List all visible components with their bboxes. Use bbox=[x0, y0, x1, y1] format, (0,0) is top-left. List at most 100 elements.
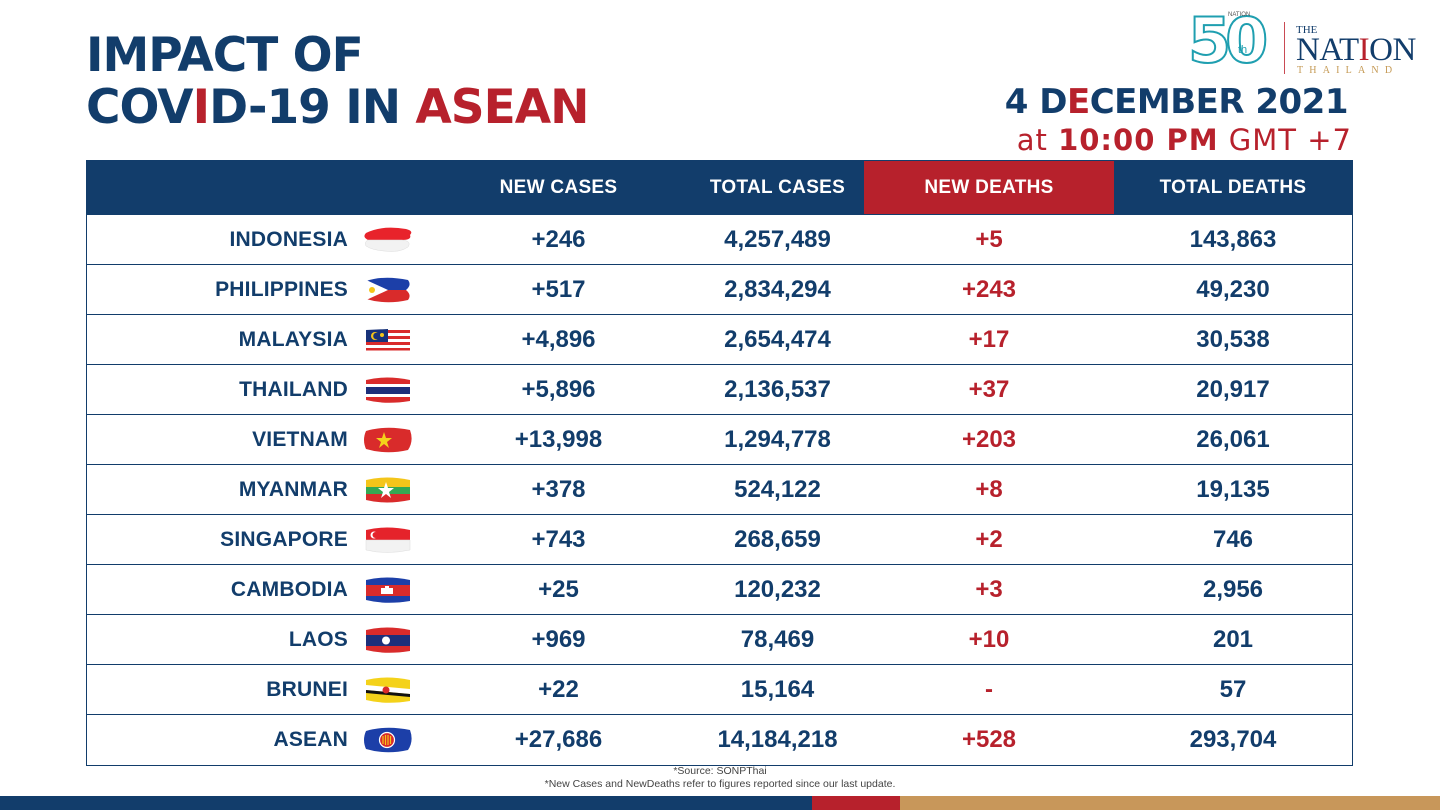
total-deaths-cell: 746 bbox=[1212, 525, 1254, 553]
new-deaths-cell: +528 bbox=[961, 726, 1017, 753]
total-deaths-cell: 19,135 bbox=[1196, 475, 1270, 503]
country-name: ASEAN bbox=[273, 728, 348, 751]
logo-thailand: THAILAND bbox=[1297, 65, 1399, 76]
new-deaths-cell: - bbox=[985, 675, 993, 703]
new-cases-cell: +5,896 bbox=[521, 375, 596, 403]
report-date: 4 DECEMBER 2021 bbox=[1004, 82, 1349, 122]
new-deaths-cell: +17 bbox=[968, 325, 1010, 353]
brunei-flag bbox=[366, 677, 410, 703]
total-deaths-cell: 20,917 bbox=[1196, 375, 1270, 403]
header-new-cases: NEW CASES bbox=[499, 176, 618, 198]
malaysia-flag bbox=[366, 327, 410, 353]
title-line-2: COVID-19 IN ASEAN bbox=[86, 80, 589, 135]
thailand-flag bbox=[366, 377, 410, 403]
new-cases-cell: +743 bbox=[531, 525, 586, 553]
new-cases-cell: +378 bbox=[531, 475, 586, 503]
new-deaths-cell: +37 bbox=[968, 375, 1010, 403]
cambodia-flag bbox=[366, 577, 410, 603]
total-cases-cell: 524,122 bbox=[734, 475, 821, 503]
new-deaths-cell: +3 bbox=[975, 575, 1003, 603]
table-body: INDONESIA +246 4,257,489 +5 143,863 PHILIPPIN… bbox=[87, 214, 1352, 765]
title-part-accent: I bbox=[192, 80, 210, 135]
logo-divider bbox=[1284, 22, 1285, 74]
country-cell: INDONESIA bbox=[87, 215, 426, 264]
header-country bbox=[87, 161, 426, 214]
time-clock: 10:00 PM bbox=[1058, 123, 1219, 157]
country-name: MALAYSIA bbox=[238, 327, 348, 351]
date-accent: E bbox=[1066, 82, 1090, 122]
total-cases-cell: 2,654,474 bbox=[724, 325, 831, 353]
nation-thailand-logo: 50 NATION th THE NATION THAILAND bbox=[1186, 8, 1431, 77]
total-deaths-cell: 2,956 bbox=[1202, 575, 1264, 603]
table-row: MYANMAR +378 524,122 +8 19,135 bbox=[87, 464, 1352, 514]
table-row: PHILIPPINES +517 2,834,294 +243 49,230 bbox=[87, 264, 1352, 314]
logo-nation-part: NAT bbox=[1296, 32, 1359, 68]
bar-red bbox=[812, 796, 900, 810]
source-note: *Source: SONPThai bbox=[673, 765, 767, 777]
country-cell: VIETNAM bbox=[87, 415, 426, 464]
logo-nation-part: ON bbox=[1369, 32, 1416, 68]
total-deaths-cell: 293,704 bbox=[1189, 726, 1277, 753]
new-deaths-cell: +2 bbox=[975, 525, 1003, 553]
total-cases-cell: 268,659 bbox=[734, 525, 821, 553]
country-name: LAOS bbox=[288, 627, 348, 651]
total-cases-cell: 2,136,537 bbox=[724, 375, 831, 403]
time-zone: GMT +7 bbox=[1218, 123, 1352, 157]
total-deaths-cell: 49,230 bbox=[1196, 275, 1270, 303]
total-cases-cell: 1,294,778 bbox=[724, 425, 831, 453]
new-deaths-cell: +8 bbox=[975, 475, 1003, 503]
indonesia-flag bbox=[364, 227, 412, 252]
title-line-1: IMPACT OF bbox=[86, 28, 364, 83]
logo-th: th bbox=[1238, 44, 1248, 56]
total-cases-cell: 15,164 bbox=[740, 675, 815, 703]
total-cases-cell: 78,469 bbox=[740, 625, 815, 653]
header-total-cases: TOTAL CASES bbox=[709, 176, 846, 198]
country-name: BRUNEI bbox=[266, 677, 348, 701]
country-name: VIETNAM bbox=[252, 427, 348, 451]
title-part: D-19 IN bbox=[209, 80, 416, 135]
new-cases-cell: +517 bbox=[531, 275, 586, 303]
table-row: LAOS +969 78,469 +10 201 bbox=[87, 614, 1352, 664]
table-row: CAMBODIA +25 120,232 +3 2,956 bbox=[87, 564, 1352, 614]
table-row: INDONESIA +246 4,257,489 +5 143,863 bbox=[87, 214, 1352, 264]
country-name: PHILIPPINES bbox=[215, 277, 348, 301]
total-deaths-cell: 201 bbox=[1212, 625, 1254, 653]
time-prefix: at bbox=[1016, 123, 1059, 157]
total-deaths-cell: 57 bbox=[1219, 675, 1247, 703]
table-row: ASEAN +27,686 14,184,218 +528 293,704 bbox=[87, 714, 1352, 765]
new-cases-cell: +27,686 bbox=[514, 726, 603, 753]
country-cell: THAILAND bbox=[87, 365, 426, 414]
country-cell: MYANMAR bbox=[87, 465, 426, 514]
date-part: 4 D bbox=[1004, 82, 1068, 122]
country-name: CAMBODIA bbox=[230, 577, 348, 601]
laos-flag bbox=[366, 627, 410, 653]
new-deaths-cell: +10 bbox=[968, 625, 1010, 653]
table-header-row: NEW CASES TOTAL CASES NEW DEATHS TOTAL D… bbox=[87, 161, 1352, 214]
title-part: COV bbox=[86, 80, 194, 135]
new-cases-cell: +969 bbox=[531, 625, 586, 653]
bar-gold bbox=[900, 796, 1440, 810]
asean-flag bbox=[364, 727, 412, 753]
bar-navy bbox=[0, 796, 812, 810]
country-cell: ASEAN bbox=[87, 715, 426, 765]
country-cell: BRUNEI bbox=[87, 665, 426, 714]
bottom-color-bar bbox=[0, 796, 1440, 810]
vietnam-flag bbox=[364, 427, 412, 452]
myanmar-flag bbox=[366, 477, 410, 502]
table-row: VIETNAM +13,998 1,294,778 +203 26,061 bbox=[87, 414, 1352, 464]
new-deaths-cell: +5 bbox=[975, 225, 1003, 253]
table-row: MALAYSIA +4,896 2,654,474 +17 30,538 bbox=[87, 314, 1352, 364]
country-name: THAILAND bbox=[239, 377, 348, 401]
header-total-deaths: TOTAL DEATHS bbox=[1159, 176, 1307, 198]
country-name: INDONESIA bbox=[229, 227, 348, 251]
new-deaths-cell: +243 bbox=[961, 275, 1017, 303]
total-cases-cell: 4,257,489 bbox=[724, 225, 831, 253]
update-note: *New Cases and NewDeaths refer to figure… bbox=[544, 778, 896, 790]
country-name: MYANMAR bbox=[238, 477, 348, 501]
country-name: SINGAPORE bbox=[220, 527, 348, 551]
table-row: SINGAPORE +743 268,659 +2 746 bbox=[87, 514, 1352, 564]
new-cases-cell: +246 bbox=[531, 225, 586, 253]
country-cell: CAMBODIA bbox=[87, 565, 426, 614]
new-deaths-cell: +203 bbox=[961, 425, 1017, 453]
philippines-flag bbox=[364, 277, 410, 302]
